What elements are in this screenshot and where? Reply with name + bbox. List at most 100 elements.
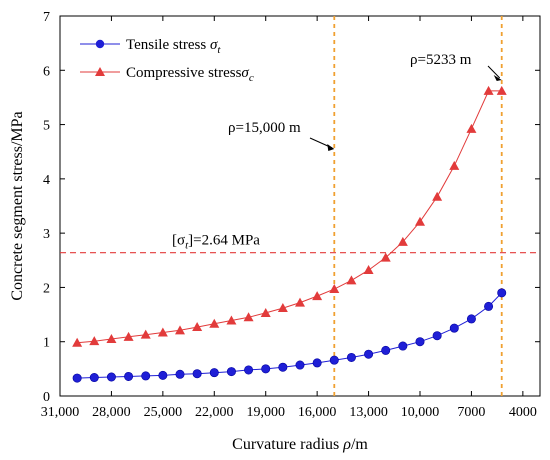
allowable-stress-label: [σt]=2.64 MPa [172,233,260,252]
data-point-tensile [432,331,442,341]
legend-entry: Compressive stressσc [126,65,254,84]
data-point-compressive [363,265,374,275]
data-point-tensile [141,371,151,381]
data-point-tensile [244,365,254,375]
y-tick-label: 7 [43,10,50,25]
axes: 31,000 28,000 25,000 22,000 19,000 16,000 13,0… [9,10,541,453]
data-point-tensile [175,369,185,379]
data-point-compressive [380,252,391,262]
y-tick-label: 2 [43,281,50,296]
data-point-tensile [209,368,219,378]
legend-marker-compressive [95,67,105,76]
data-point-compressive [415,216,425,226]
data-point-compressive [260,307,271,317]
data-point-tensile [89,373,99,383]
x-tick-label: 7000 [457,405,485,420]
data-point-compressive [295,297,305,307]
legend-entry-symbol: σ [241,65,249,81]
y-tick-label: 4 [43,173,50,188]
data-point-tensile [449,323,459,333]
y-tick-label: 1 [43,336,50,351]
data-point-compressive [329,284,340,294]
x-tick-label: 19,000 [246,405,285,420]
x-tick-label: 13,000 [349,405,388,420]
legend-entry-subscript: t [217,44,221,56]
data-point-compressive [432,191,443,201]
data-point-tensile [381,345,391,355]
data-point-tensile [192,369,202,379]
allowable-stress-label-subscript: t [185,240,189,252]
y-tick-label: 0 [43,390,50,405]
annotations: [σt]=2.64 MPa ρ=15,000 m ρ=5233 m [172,52,502,252]
data-point-compressive [89,336,100,346]
legend-entry-symbol: σ [210,37,218,53]
data-point-compressive [496,85,507,95]
y-tick-label: 3 [43,227,50,242]
data-point-tensile [106,372,116,382]
legend-entry: Tensile stress σt [126,37,221,56]
data-series [72,85,507,383]
data-point-tensile [312,358,322,368]
y-axis-label: Concrete segment stress/MPa [9,111,26,300]
data-point-compressive [346,275,357,285]
data-point-compressive [277,303,288,313]
x-tick-label: 31,000 [41,405,80,420]
data-point-tensile [261,364,271,374]
data-point-compressive [466,123,477,133]
data-point-compressive [72,337,83,347]
x-axis-label-symbol: ρ [342,436,351,453]
data-point-tensile [295,360,305,370]
legend-entry-text: Compressive stress [126,65,242,81]
plot-frame [59,15,541,397]
radius-5233-leader [487,65,501,79]
x-axis-label: Curvature radius ρ/m [232,436,368,453]
x-axis-label-text: Curvature radius [232,436,343,453]
radius-5233-arrow [493,75,502,81]
data-point-tensile [226,367,236,377]
data-point-tensile [466,314,476,324]
data-point-tensile [484,301,494,311]
data-point-tensile [497,288,507,298]
data-point-compressive [483,85,494,95]
data-point-compressive [175,325,185,335]
radius-5233-label: ρ=5233 m [410,52,472,68]
x-tick-label: 22,000 [195,405,234,420]
data-point-compressive [312,291,323,301]
data-point-compressive [397,236,408,246]
x-tick-label: 16,000 [298,405,337,420]
data-point-tensile [398,341,408,351]
data-point-compressive [140,329,151,339]
y-tick-label: 6 [43,64,50,79]
legend-entry-text: Tensile stress [126,37,210,53]
data-point-compressive [123,331,134,341]
allowable-stress-label-value: ]=2.64 MPa [188,233,260,249]
x-tick-label: 4000 [509,405,537,420]
data-point-tensile [278,362,288,372]
data-point-compressive [157,327,168,337]
data-point-tensile [329,355,339,365]
data-point-compressive [226,315,237,325]
data-point-tensile [415,337,425,347]
x-tick-label: 25,000 [144,405,183,420]
data-point-tensile [72,373,82,383]
allowable-stress-label-prefix: [σ [172,233,185,249]
y-tick-label: 5 [43,119,50,134]
reference-lines [60,16,540,396]
data-point-compressive [106,334,117,343]
x-tick-label: 28,000 [92,405,131,420]
data-point-tensile [346,352,356,362]
radius-15000-label: ρ=15,000 m [228,120,301,136]
data-point-compressive [209,318,220,328]
radius-15000-arrow [327,144,335,151]
data-point-tensile [364,349,374,359]
data-point-tensile [158,370,168,380]
series-line [77,90,502,344]
data-point-compressive [243,312,254,322]
data-point-tensile [124,371,134,381]
legend-entry-subscript: c [249,72,254,84]
data-point-compressive [192,322,203,332]
data-point-compressive [449,160,460,170]
x-tick-label: 10,000 [401,405,440,420]
